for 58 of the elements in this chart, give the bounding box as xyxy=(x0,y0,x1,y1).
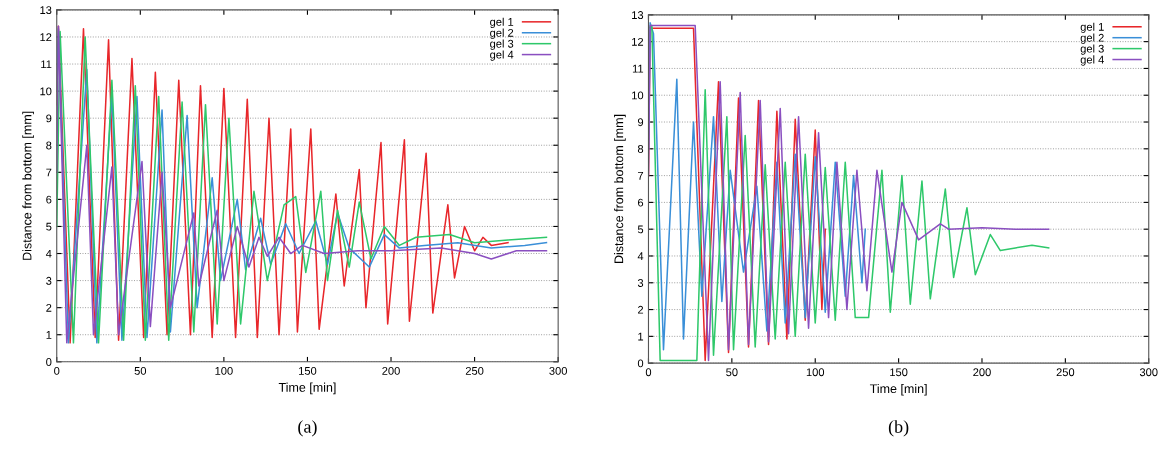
y-tick-label: 4 xyxy=(637,252,644,261)
y-tick-label: 6 xyxy=(46,195,52,204)
y-tick-label: 7 xyxy=(638,171,644,180)
legend-label: gel 4 xyxy=(1080,55,1104,66)
legend-label: gel 2 xyxy=(1080,33,1104,44)
y-tick-label: 2 xyxy=(46,303,52,312)
x-tick-label: 200 xyxy=(382,366,400,375)
x-tick-label: 150 xyxy=(890,368,908,377)
y-tick-label: 10 xyxy=(40,87,52,96)
legend-label: gel 1 xyxy=(490,17,514,29)
text: (b) xyxy=(888,420,909,437)
y-tick-label: 3 xyxy=(637,279,644,287)
x-tick-label: 100 xyxy=(806,368,825,377)
y-tick-label: 8 xyxy=(637,145,644,153)
legend-label: gel 3 xyxy=(490,39,514,50)
legend-label: gel 2 xyxy=(490,28,514,39)
x-tick-label: 0 xyxy=(645,368,652,377)
y-tick-label: 1 xyxy=(46,331,52,339)
y-tick-label: 8 xyxy=(46,141,52,150)
y-tick-label: 13 xyxy=(40,6,52,15)
y-tick-label: 11 xyxy=(632,64,644,73)
x-tick-label: 50 xyxy=(726,368,738,377)
x-tick-label: 300 xyxy=(1139,368,1158,377)
text: (a) xyxy=(298,420,317,437)
x-tick-label: 250 xyxy=(1056,368,1075,377)
y-tick-label: 7 xyxy=(46,168,52,177)
y-tick-label: 12 xyxy=(632,37,644,46)
x-tick-label: 250 xyxy=(465,366,484,375)
y-tick-label: 5 xyxy=(46,222,52,231)
x-tick-label: 300 xyxy=(549,366,567,375)
y-tick-label: 0 xyxy=(46,358,52,366)
y-tick-label: 12 xyxy=(40,33,52,41)
line-series xyxy=(648,24,1050,362)
x-axis-title: Time [min] xyxy=(869,383,927,396)
x-tick-label: 50 xyxy=(134,366,147,375)
y-axis-title: Distance from bottom [mm] xyxy=(22,111,34,260)
x-tick-label: 0 xyxy=(54,366,60,375)
y-axis-title: Distance from bottom [mm] xyxy=(614,114,626,263)
y-tick-label: 4 xyxy=(45,249,52,258)
legend-label: gel 3 xyxy=(1080,44,1104,55)
y-tick-label: 6 xyxy=(638,198,644,207)
x-tick-label: 100 xyxy=(215,366,233,375)
legend-label: gel 4 xyxy=(490,50,514,61)
y-tick-label: 0 xyxy=(637,359,644,368)
y-tick-label: 11 xyxy=(41,60,52,69)
y-tick-label: 3 xyxy=(46,276,52,285)
legend-label: gel 1 xyxy=(1080,22,1104,33)
y-tick-label: 9 xyxy=(46,114,52,123)
x-tick-label: 150 xyxy=(299,366,317,375)
y-tick-label: 10 xyxy=(632,91,644,100)
y-tick-label: 1 xyxy=(638,332,644,341)
y-tick-label: 2 xyxy=(638,305,644,314)
x-axis-title: Time [min] xyxy=(278,382,336,395)
y-tick-label: 5 xyxy=(637,225,644,234)
x-tick-label: 200 xyxy=(973,368,991,377)
line-series xyxy=(648,22,867,351)
y-tick-label: 13 xyxy=(632,11,644,19)
y-tick-label: 9 xyxy=(637,118,644,127)
